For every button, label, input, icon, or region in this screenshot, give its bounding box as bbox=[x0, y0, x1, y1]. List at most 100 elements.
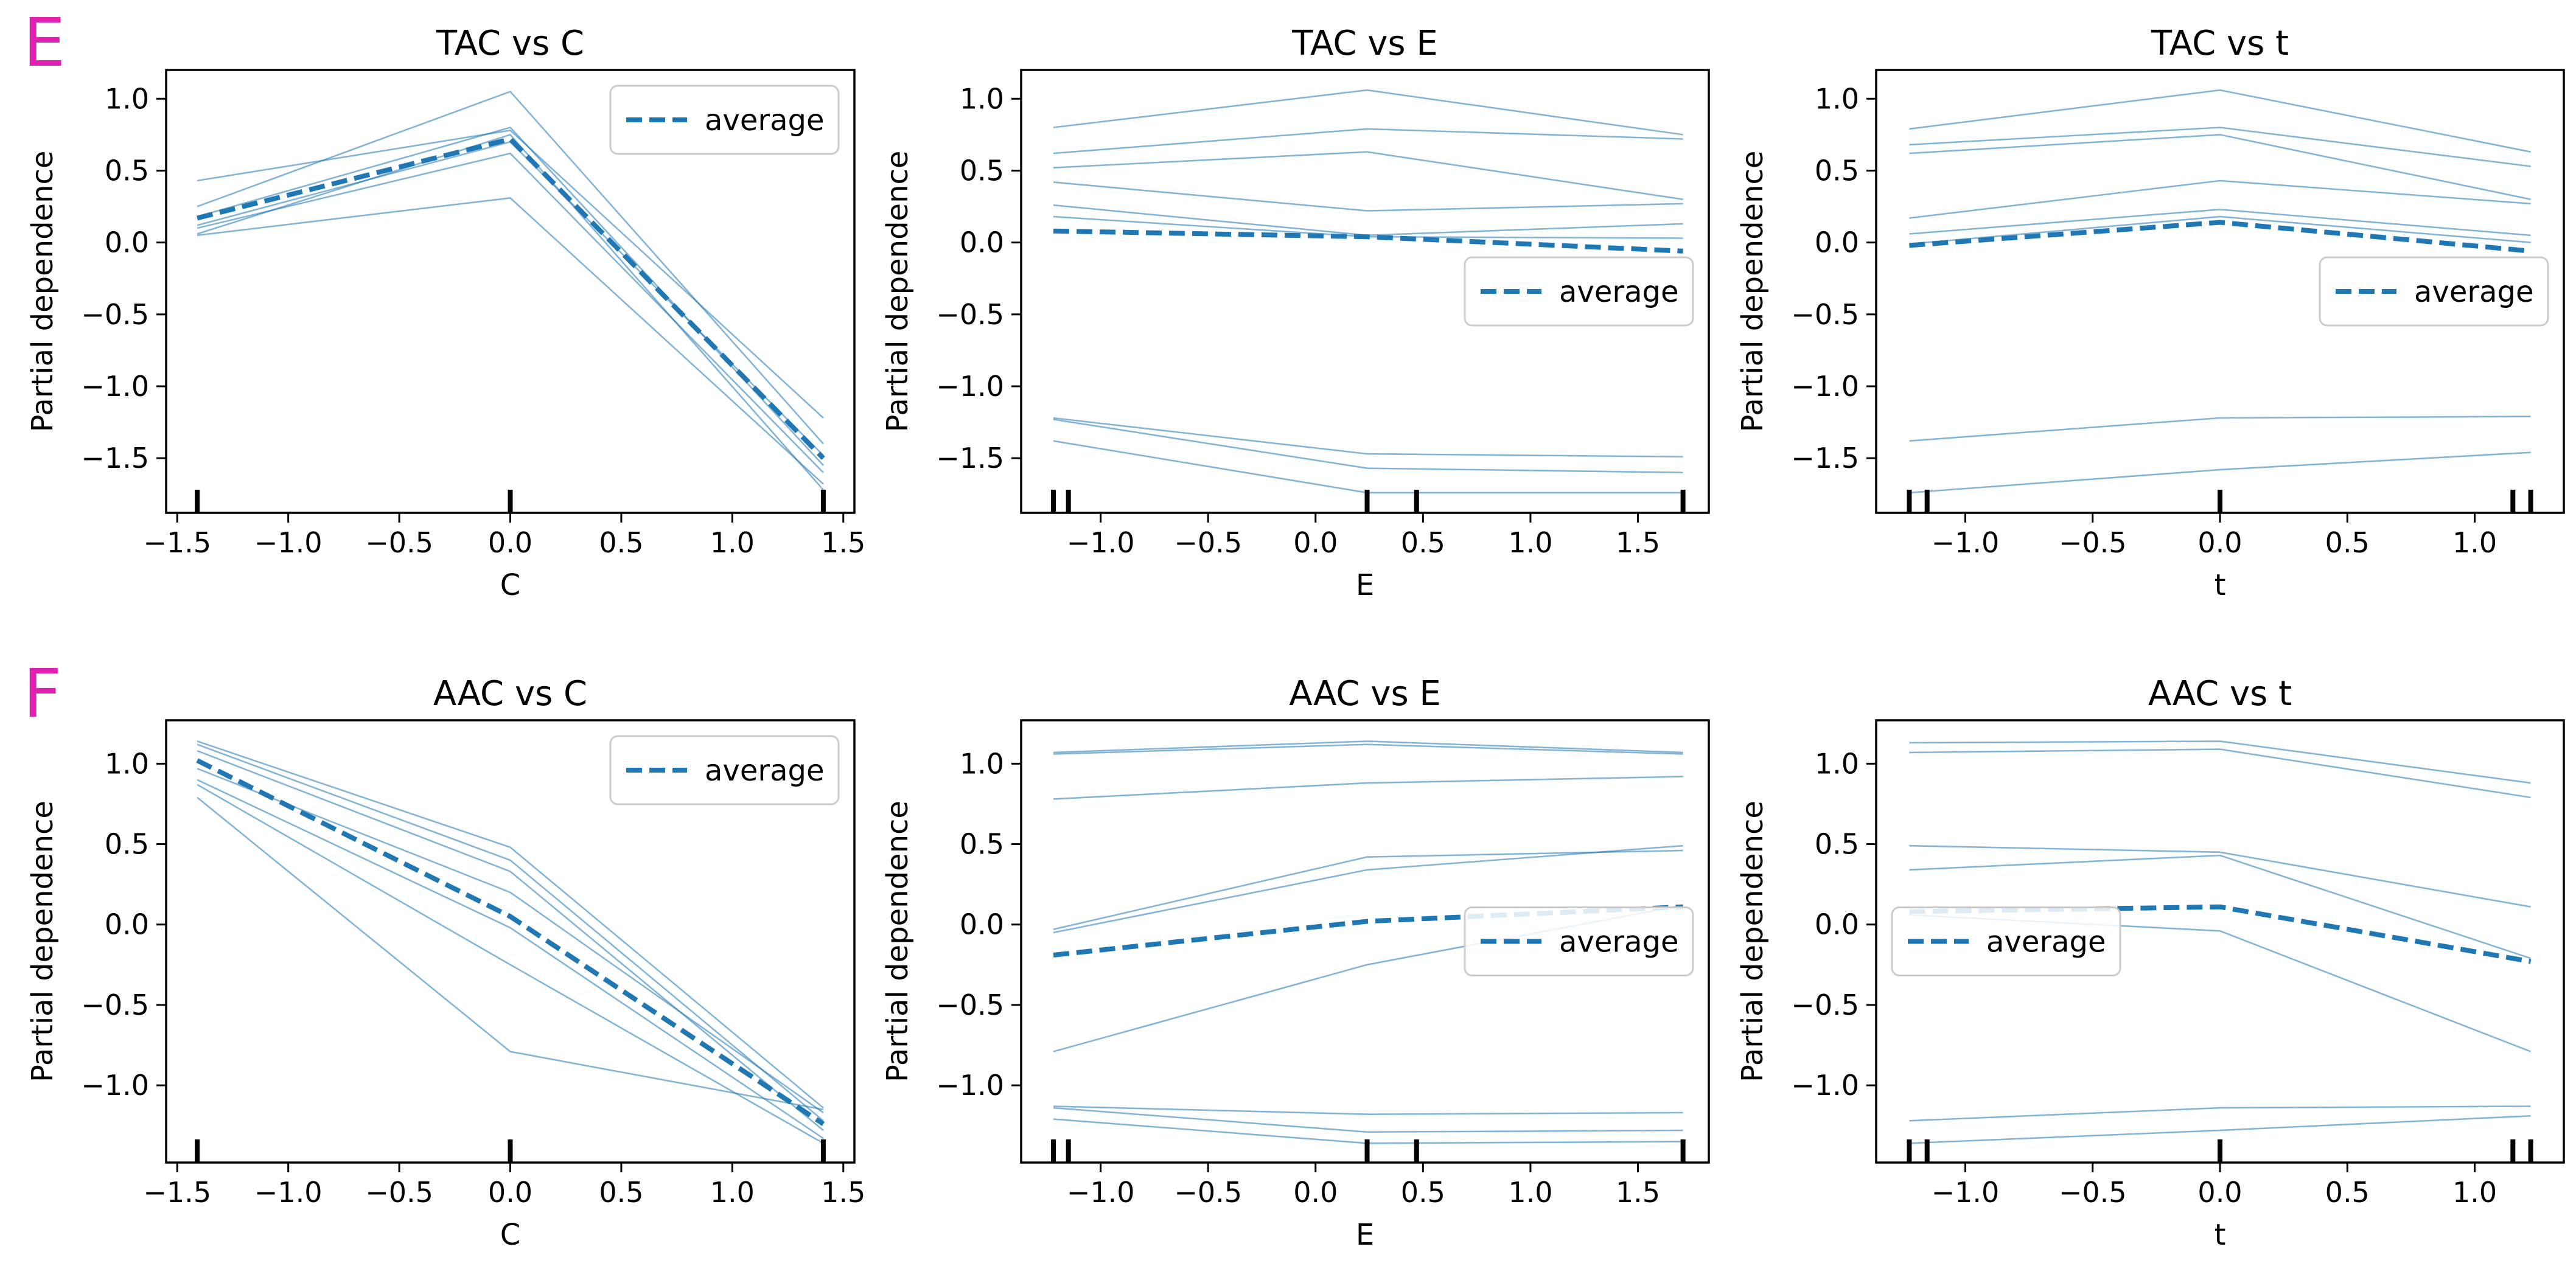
tac-vs-e-y-tick-label: 0.5 bbox=[960, 154, 1004, 187]
tac-vs-t-y-tick-label: −0.5 bbox=[1791, 298, 1859, 331]
tac-vs-t-y-tick-label: −1.0 bbox=[1791, 370, 1859, 403]
aac-vs-c-x-tick-label: −1.0 bbox=[254, 1176, 323, 1209]
tac-vs-c-x-tick-label: 1.5 bbox=[821, 526, 865, 559]
tac-vs-e-x-tick-label: 0.0 bbox=[1293, 526, 1338, 559]
aac-vs-c-x-tick-label: 0.0 bbox=[488, 1176, 532, 1209]
tac-vs-c-x-tick-label: 0.0 bbox=[488, 526, 532, 559]
tac-vs-e-y-tick-label: −0.5 bbox=[936, 298, 1004, 331]
aac-vs-c-title: AAC vs C bbox=[433, 674, 587, 714]
tac-vs-c-ice-line bbox=[197, 127, 824, 466]
aac-vs-e-y-tick-label: 0.0 bbox=[960, 908, 1004, 941]
tac-vs-c-legend: average bbox=[609, 85, 840, 155]
aac-vs-t-ice-line bbox=[1909, 740, 2531, 784]
tac-vs-c-ice-line bbox=[197, 133, 824, 491]
aac-vs-c-x-axis-label: C bbox=[500, 1218, 521, 1252]
aac-vs-t-legend: average bbox=[1891, 906, 2121, 976]
tac-vs-t-ice-line bbox=[1909, 415, 2531, 442]
aac-vs-c-y-tick-label: −1.0 bbox=[81, 1069, 149, 1102]
aac-vs-t-y-axis-label: Partial dependence bbox=[1736, 801, 1770, 1082]
aac-vs-c-y-tick-label: −0.5 bbox=[81, 989, 149, 1021]
aac-vs-e-ice-line bbox=[1053, 740, 1683, 754]
tac-vs-e-ice-line bbox=[1053, 151, 1683, 200]
aac-vs-c-ice-line bbox=[197, 749, 824, 1132]
tac-vs-e-ice-line bbox=[1053, 419, 1683, 474]
aac-vs-c-ice-line bbox=[197, 768, 824, 1114]
tac-vs-e-x-tick-label: 1.5 bbox=[1616, 526, 1660, 559]
tac-vs-t-x-tick-label: −1.0 bbox=[1932, 526, 2000, 559]
tac-vs-c-y-tick-label: −0.5 bbox=[81, 298, 149, 331]
tac-vs-t-y-tick-label: −1.5 bbox=[1791, 442, 1859, 475]
tac-vs-e-x-axis-label: E bbox=[1356, 568, 1374, 602]
tac-vs-e-x-tick-label: −0.5 bbox=[1174, 526, 1242, 559]
tac-vs-t-x-tick-label: 1.0 bbox=[2452, 526, 2497, 559]
tac-vs-c-x-tick-label: −0.5 bbox=[365, 526, 433, 559]
tac-vs-e-axes-frame bbox=[1020, 69, 1710, 514]
aac-vs-e-x-tick-label: 0.5 bbox=[1401, 1176, 1445, 1209]
tac-vs-e-legend-box bbox=[1464, 256, 1694, 327]
aac-vs-t-x-axis-label: t bbox=[2215, 1218, 2226, 1252]
aac-vs-t-ice-line bbox=[1909, 854, 2532, 959]
aac-vs-e-ice-line bbox=[1053, 844, 1683, 934]
aac-vs-c-average-line bbox=[196, 758, 825, 1126]
aac-vs-e-y-tick-label: −0.5 bbox=[936, 989, 1004, 1021]
aac-vs-e-x-tick-label: −0.5 bbox=[1174, 1176, 1242, 1209]
tac-vs-e-plot: −1.0 −0.5 0.0 0.5 1.0 1.5 −1.5 −1.0 −0.5 0.0 0.5 1.… bbox=[881, 24, 1710, 602]
tac-vs-c-legend-label: average bbox=[705, 103, 825, 137]
aac-vs-t-legend-box bbox=[1891, 906, 2121, 976]
tac-vs-e-x-tick-label: −1.0 bbox=[1067, 526, 1135, 559]
tac-vs-t-legend: average bbox=[2319, 256, 2549, 327]
tac-vs-e-average-line bbox=[1053, 228, 1683, 254]
aac-vs-e-y-tick-label: 0.5 bbox=[960, 828, 1004, 861]
aac-vs-e-legend: average bbox=[1464, 906, 1694, 976]
tac-vs-c-plot: −1.5 −1.0 −0.5 0.0 0.5 1.0 1.5 −1.5 −1.0 −0.5 0.0 0… bbox=[26, 24, 865, 602]
aac-vs-e-title: AAC vs E bbox=[1289, 674, 1441, 714]
aac-vs-e-average-line bbox=[1053, 904, 1683, 958]
tac-vs-c-y-tick-label: −1.5 bbox=[81, 442, 149, 475]
tac-vs-e-ice-line bbox=[1053, 89, 1683, 136]
tac-vs-t-ice-line bbox=[1909, 179, 2531, 219]
tac-vs-e-ice-line bbox=[1053, 440, 1683, 494]
tac-vs-e-y-axis-label: Partial dependence bbox=[881, 151, 915, 433]
aac-vs-e-ice-line bbox=[1053, 1107, 1683, 1133]
aac-vs-c-ice-line bbox=[197, 740, 824, 1109]
tac-vs-c-ice-line bbox=[197, 141, 824, 456]
tac-vs-c-ice-line bbox=[197, 129, 824, 419]
tac-vs-c-ice-line bbox=[197, 197, 824, 485]
aac-vs-t-x-tick-label: −0.5 bbox=[2059, 1176, 2127, 1209]
aac-vs-e-legend-label: average bbox=[1559, 925, 1679, 959]
tac-vs-t-plot: −1.0 −0.5 0.0 0.5 1.0 −1.5 −1.0 −0.5 0.0 0.5 1.0 TA… bbox=[1736, 24, 2565, 602]
tac-vs-c-x-tick-label: 1.0 bbox=[710, 526, 755, 559]
aac-vs-t-y-tick-label: 1.0 bbox=[1815, 747, 1859, 780]
tac-vs-t-ice-line bbox=[1909, 208, 2531, 237]
aac-vs-e-plot: −1.0 −0.5 0.0 0.5 1.0 1.5 −1.0 −0.5 0.0 0.5 1.0 AAC… bbox=[881, 674, 1710, 1252]
tac-vs-t-x-tick-label: −0.5 bbox=[2059, 526, 2127, 559]
tac-vs-t-ice-line bbox=[1909, 134, 2531, 200]
aac-vs-e-y-axis-label: Partial dependence bbox=[881, 801, 915, 1082]
aac-vs-c-legend-box bbox=[609, 735, 840, 805]
tac-vs-c-x-axis-label: C bbox=[500, 568, 521, 602]
aac-vs-c-x-tick-label: 0.5 bbox=[599, 1176, 643, 1209]
tac-vs-e-ice-line bbox=[1053, 417, 1683, 458]
tac-vs-t-ice-line bbox=[1909, 127, 2531, 167]
aac-vs-e-ice-line bbox=[1053, 1105, 1683, 1116]
tac-vs-c-x-tick-label: −1.5 bbox=[143, 526, 211, 559]
tac-vs-e-ice-line bbox=[1053, 181, 1683, 212]
aac-vs-t-x-tick-label: 0.0 bbox=[2197, 1176, 2242, 1209]
aac-vs-e-y-tick-label: 1.0 bbox=[960, 747, 1004, 780]
aac-vs-c-legend: average bbox=[609, 735, 840, 805]
aac-vs-t-ice-line bbox=[1909, 1105, 2531, 1122]
aac-vs-e-ice-line bbox=[1053, 743, 1683, 755]
aac-vs-t-y-tick-label: −0.5 bbox=[1791, 989, 1859, 1021]
aac-vs-c-x-tick-label: 1.0 bbox=[710, 1176, 755, 1209]
aac-vs-c-legend-label: average bbox=[705, 754, 825, 788]
aac-vs-e-x-axis-label: E bbox=[1356, 1218, 1374, 1252]
panel-label-e: E bbox=[23, 4, 66, 82]
aac-vs-t-legend-label: average bbox=[1986, 925, 2106, 959]
aac-vs-t-y-tick-label: 0.0 bbox=[1815, 908, 1859, 941]
aac-vs-t-y-tick-label: 0.5 bbox=[1815, 828, 1859, 861]
aac-vs-e-x-tick-label: 1.5 bbox=[1616, 1176, 1660, 1209]
tac-vs-c-average-line bbox=[197, 136, 825, 461]
aac-vs-t-x-tick-label: 0.5 bbox=[2325, 1176, 2370, 1209]
aac-vs-c-ice-line bbox=[197, 796, 824, 1111]
